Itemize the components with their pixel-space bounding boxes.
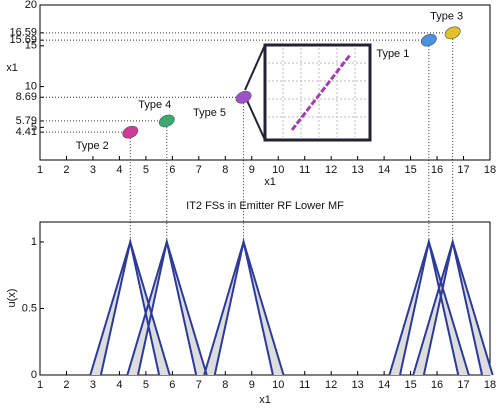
point-cluster (420, 33, 437, 47)
x-tick-label: 8 (222, 379, 228, 391)
x-tick-label: 12 (325, 164, 337, 176)
x-tick-label: 15 (404, 164, 416, 176)
top-axes (39, 4, 491, 161)
series-label: Type 4 (138, 99, 171, 111)
membership-line (399, 237, 470, 376)
y-tick-label: 16.59 (9, 27, 37, 39)
x-tick-label: 4 (116, 379, 122, 391)
x-tick-label: 3 (90, 164, 96, 176)
x-tick-label: 9 (249, 164, 255, 176)
x-tick-label: 14 (378, 164, 390, 176)
x-tick-label: 7 (196, 164, 202, 176)
x-tick-label: 17 (457, 164, 469, 176)
x-tick-label: 3 (90, 379, 96, 391)
zoom-inset (244, 43, 372, 142)
cluster (122, 125, 139, 139)
y-tick-label: 20 (25, 0, 37, 11)
point-cluster (235, 90, 252, 104)
cluster (235, 90, 252, 104)
x-tick-label: 15 (404, 379, 416, 391)
x-tick-label: 5 (143, 164, 149, 176)
cluster (444, 26, 461, 40)
point-cluster (158, 114, 175, 128)
x-tick-label: 16 (431, 379, 443, 391)
chart-title: IT2 FSs in Emitter RF Lower MF (186, 200, 344, 212)
bottom-axes (39, 221, 491, 376)
x-tick-label: 2 (63, 164, 69, 176)
x-tick-label: 11 (299, 379, 310, 391)
series-label: Type 2 (76, 140, 109, 152)
membership-line (99, 237, 171, 376)
point-cluster (444, 26, 461, 40)
y-tick-label: 15.69 (9, 34, 37, 46)
x-tick-label: 2 (63, 379, 69, 391)
series-label: Type 1 (376, 48, 409, 60)
x-tick-label: 5 (143, 379, 149, 391)
x-axis-label: x1 (259, 394, 271, 406)
x-tick-label: 12 (325, 379, 337, 391)
y-axis-label: u(x) (6, 289, 18, 308)
x-tick-label: 1 (37, 164, 43, 176)
x-tick-label: 6 (169, 379, 175, 391)
x-tick-label: 4 (116, 164, 122, 176)
y-tick-label: 8.69 (16, 91, 37, 103)
x-tick-label: 13 (352, 379, 364, 391)
x-tick-label: 6 (169, 164, 175, 176)
y-tick-label: 4.41 (16, 126, 37, 138)
membership-line (136, 237, 208, 376)
y-axis-label: x1 (6, 62, 18, 74)
x-tick-label: 18 (484, 379, 496, 391)
x-tick-label: 9 (249, 379, 255, 391)
y-tick-label: 10 (25, 80, 37, 92)
series-label: Type 3 (430, 11, 463, 23)
y-tick-label: 0 (31, 369, 37, 381)
y-tick-label: 5 (31, 121, 37, 133)
x-tick-label: 17 (457, 379, 469, 391)
x-tick-label: 14 (378, 379, 390, 391)
series-label: Type 5 (193, 107, 226, 119)
y-tick-label: 15 (25, 40, 37, 52)
x-tick-label: 11 (299, 164, 310, 176)
membership-line (422, 237, 494, 376)
x-tick-label: 1 (37, 379, 43, 391)
x-axis-label: x1 (264, 176, 276, 188)
x-tick-label: 10 (272, 164, 284, 176)
point-cluster (122, 125, 139, 139)
y-tick-label: 5.79 (16, 115, 37, 127)
x-tick-label: 8 (222, 164, 228, 176)
x-tick-label: 18 (484, 164, 496, 176)
x-tick-label: 16 (431, 164, 443, 176)
cluster (158, 114, 175, 128)
x-tick-label: 13 (352, 164, 364, 176)
x-tick-label: 10 (272, 379, 284, 391)
cluster (420, 33, 437, 47)
y-tick-label: 0.5 (22, 302, 37, 314)
y-tick-label: 1 (31, 236, 37, 248)
membership-line (213, 237, 285, 376)
x-tick-label: 7 (196, 379, 202, 391)
